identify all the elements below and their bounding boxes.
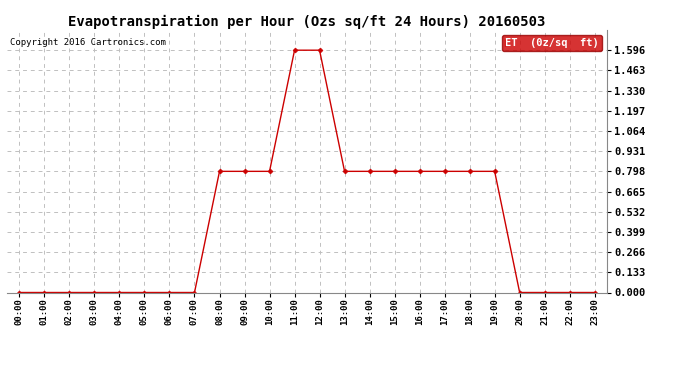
Title: Evapotranspiration per Hour (Ozs sq/ft 24 Hours) 20160503: Evapotranspiration per Hour (Ozs sq/ft 2… — [68, 15, 546, 29]
Legend: ET  (0z/sq  ft): ET (0z/sq ft) — [502, 35, 602, 51]
Text: Copyright 2016 Cartronics.com: Copyright 2016 Cartronics.com — [10, 38, 166, 47]
